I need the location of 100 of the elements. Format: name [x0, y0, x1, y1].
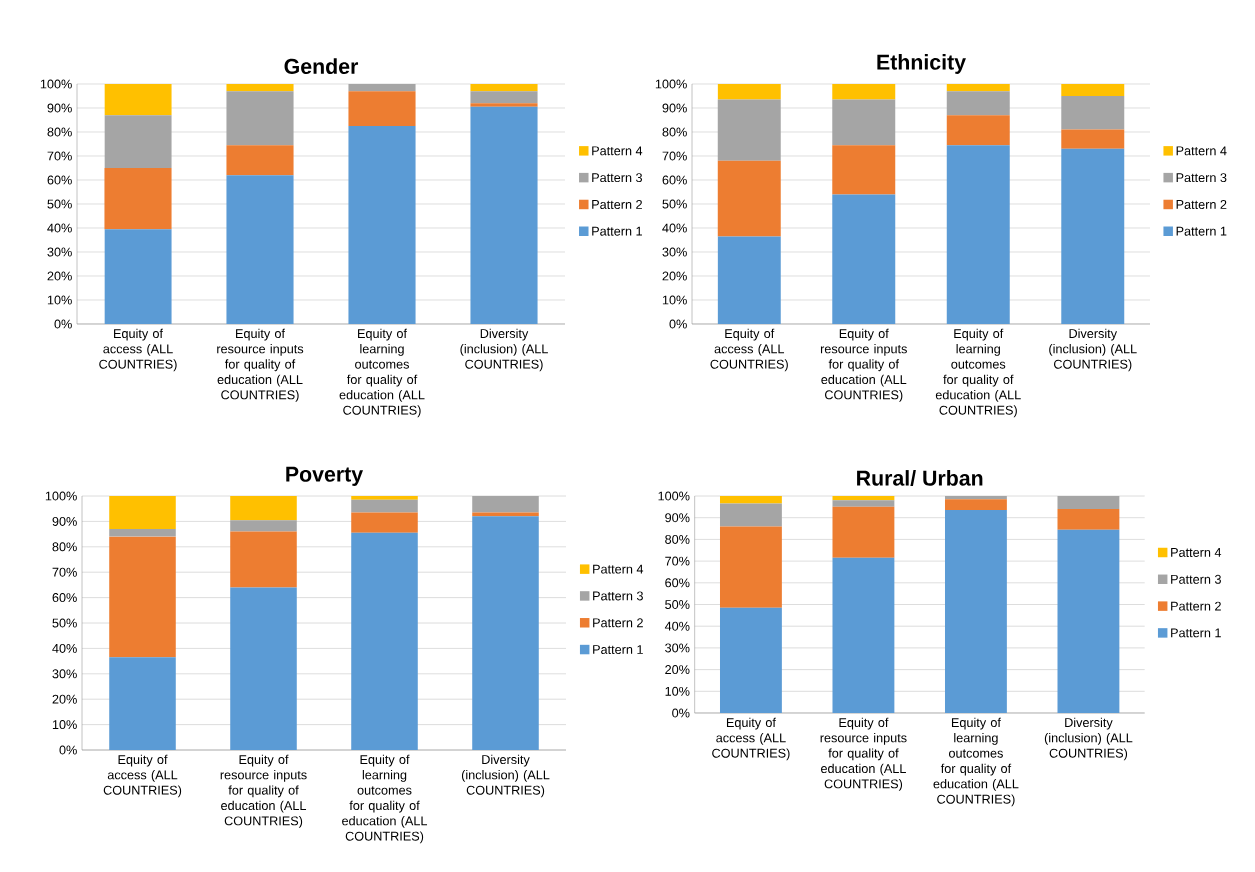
x-tick-label: Equity of access (ALL COUNTRIES): [103, 754, 182, 798]
y-tick-label: 30%: [665, 643, 690, 653]
x-tick-label: Equity of resource inputs for quality of education (ALL COUNTRIES): [220, 754, 307, 828]
bar: [946, 84, 1010, 92]
bar: [109, 529, 176, 537]
y-tick-label: 70%: [665, 556, 690, 566]
y-tick-label: 30%: [662, 247, 687, 257]
y-tick-label: 40%: [47, 223, 72, 233]
y-tick-label: 10%: [665, 686, 690, 696]
bar: [832, 506, 895, 558]
bar: [1061, 96, 1125, 130]
y-tick-label: 80%: [47, 127, 72, 137]
bar: [226, 175, 294, 324]
bar: [226, 145, 294, 176]
bar: [1061, 84, 1125, 96]
bar: [109, 496, 176, 530]
bar: [348, 91, 416, 126]
bar: [351, 512, 418, 533]
bar: [109, 536, 176, 658]
legend-label: Pattern 4: [593, 564, 644, 574]
y-tick-label: 80%: [665, 534, 690, 544]
chart-title: Ethnicity: [877, 54, 966, 74]
x-tick-label: Equity of learning outcomes for quality of education (ALL COUNTRIES): [339, 328, 425, 418]
bar: [832, 496, 895, 501]
bar: [717, 99, 781, 161]
bar: [1057, 529, 1120, 713]
y-tick-label: 10%: [662, 295, 687, 305]
x-tick-label: Diversity (inclusion) (ALL COUNTRIES): [461, 754, 550, 798]
bar: [946, 115, 1010, 146]
y-tick-label: 50%: [662, 199, 687, 209]
bar: [832, 84, 896, 100]
bar: [351, 499, 418, 513]
x-tick-label: Equity of resource inputs for quality of education (ALL COUNTRIES): [217, 328, 304, 402]
legend-label: Pattern 4: [592, 146, 643, 156]
y-tick-label: 50%: [52, 618, 77, 628]
x-tick-label: Equity of learning outcomes for quality of education (ALL COUNTRIES): [342, 754, 428, 844]
bar: [832, 194, 896, 324]
y-tick-label: 100%: [658, 491, 690, 501]
bar: [1061, 148, 1125, 324]
bar: [348, 84, 416, 92]
y-tick-label: 100%: [655, 79, 687, 89]
legend-label: Pattern 1: [1176, 226, 1227, 236]
bar: [470, 91, 538, 104]
y-tick-label: 40%: [662, 223, 687, 233]
bar: [719, 607, 782, 713]
y-tick-label: 80%: [662, 127, 687, 137]
x-tick-label: Diversity (inclusion) (ALL COUNTRIES): [1044, 717, 1133, 761]
bar: [470, 84, 538, 92]
bar: [719, 496, 782, 504]
y-tick-label: 50%: [47, 199, 72, 209]
bar: [230, 496, 297, 521]
chart-title: Rural/ Urban: [857, 470, 983, 486]
y-tick-label: 0%: [672, 708, 690, 718]
y-tick-label: 30%: [52, 669, 77, 679]
bar: [109, 657, 176, 750]
legend-label: Pattern 4: [1176, 146, 1227, 156]
y-tick-label: 70%: [52, 567, 77, 577]
legend-label: Pattern 3: [1171, 574, 1221, 584]
y-tick-label: 20%: [665, 665, 690, 675]
y-tick-label: 50%: [665, 600, 690, 609]
y-tick-label: 60%: [52, 593, 77, 603]
x-tick-label: Equity of learning outcomes for quality of education (ALL COUNTRIES): [933, 717, 1019, 807]
legend-label: Pattern 3: [593, 591, 643, 601]
x-tick-label: Equity of access (ALL COUNTRIES): [712, 717, 790, 761]
y-tick-label: 60%: [47, 175, 72, 185]
y-tick-label: 20%: [47, 271, 72, 281]
bar: [226, 84, 294, 92]
bar: [104, 115, 172, 168]
x-tick-label: Diversity (inclusion) (ALL COUNTRIES): [1049, 328, 1137, 372]
y-tick-label: 100%: [45, 491, 77, 501]
y-tick-label: 90%: [665, 513, 690, 523]
chart-title: Gender: [284, 58, 359, 74]
bar: [1061, 129, 1125, 149]
y-tick-label: 90%: [52, 516, 77, 526]
legend-label: Pattern 2: [1176, 199, 1227, 209]
y-tick-label: 0%: [669, 319, 687, 329]
y-tick-label: 20%: [52, 694, 77, 704]
y-tick-label: 40%: [52, 643, 77, 653]
legend-label: Pattern 3: [592, 173, 643, 183]
y-tick-label: 10%: [47, 295, 72, 305]
x-tick-label: Equity of access (ALL COUNTRIES): [99, 328, 177, 372]
bar: [719, 526, 782, 608]
bar: [351, 532, 418, 750]
y-tick-label: 100%: [40, 79, 72, 89]
bar: [944, 510, 1007, 713]
bar: [1057, 496, 1120, 510]
y-tick-label: 90%: [47, 103, 72, 113]
legend-label: Pattern 2: [592, 199, 642, 209]
bar: [226, 91, 294, 146]
legend-label: Pattern 1: [1171, 628, 1221, 638]
legend-label: Pattern 2: [593, 618, 643, 628]
y-tick-label: 0%: [54, 319, 72, 329]
chart-title: Poverty: [286, 466, 364, 486]
bar: [717, 236, 781, 324]
bar: [472, 496, 539, 513]
bar: [470, 106, 538, 324]
bar: [348, 126, 416, 324]
bar: [946, 91, 1010, 116]
bar: [717, 84, 781, 100]
bar: [104, 84, 172, 116]
